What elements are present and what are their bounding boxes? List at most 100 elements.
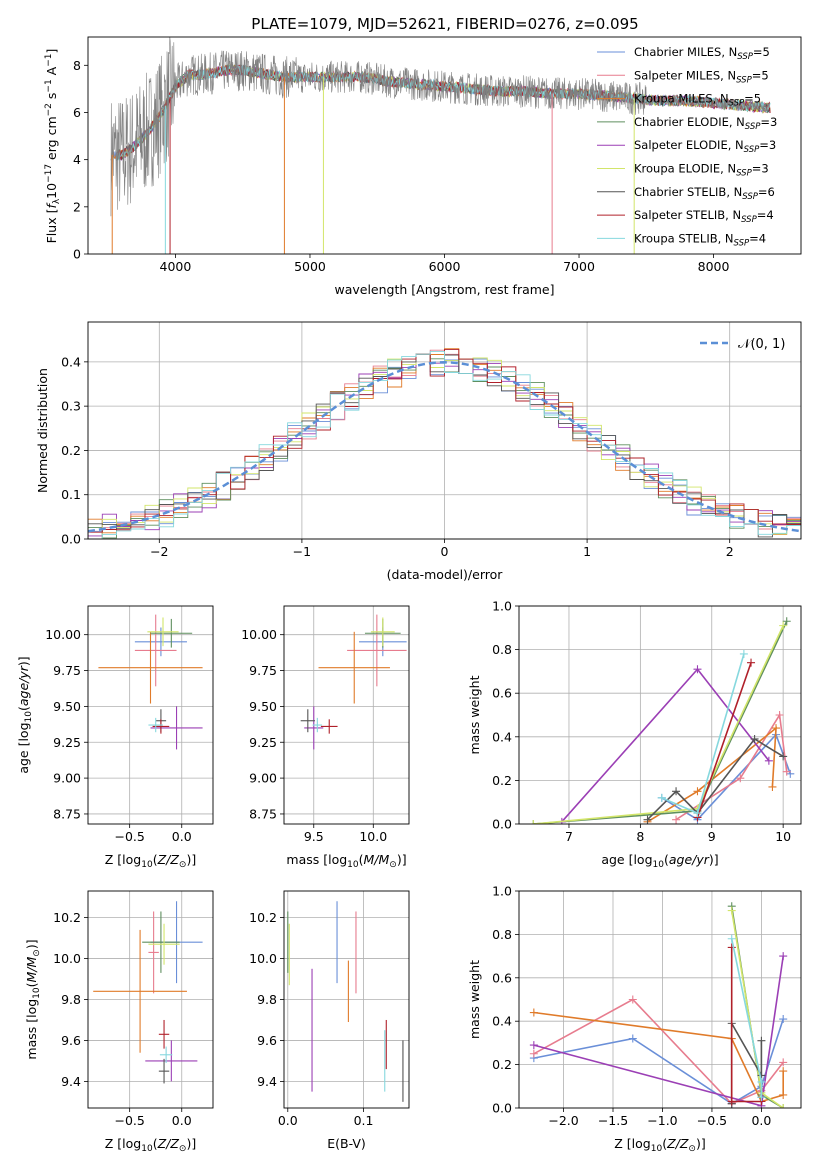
weight-marker — [672, 787, 681, 796]
age-vs-z-ylabel: age [log10(age/yr)] — [16, 656, 34, 773]
x-tick-label: 0.0 — [751, 1113, 771, 1128]
weight-marker — [779, 1067, 788, 1076]
legend-sub: SSP — [742, 192, 758, 202]
x-tick-label: −1.5 — [598, 1113, 628, 1128]
x-tick-label: 10 — [775, 829, 791, 844]
y-tick-label: 10.0 — [53, 951, 81, 966]
weight-marker — [775, 711, 784, 719]
weight_vs_age-ylabel: mass weight — [467, 675, 482, 754]
legend-nssp: =5 — [752, 68, 769, 82]
label-part: 10 — [32, 987, 42, 999]
x-tick-label: 7 — [565, 829, 573, 844]
axes-mass_vs_ebv: 0.0 0.1 9.4 9.6 9.8 10.0 10.2 — [249, 891, 409, 1128]
label-part: )] — [16, 656, 31, 666]
figure-title: PLATE=1079, MJD=52621, FIBERID=0276, z=0… — [251, 15, 638, 33]
label-part: 10 — [141, 1144, 153, 1154]
x-tick-label: 5000 — [294, 259, 326, 274]
weight-marker — [750, 734, 759, 743]
label-part: ( — [153, 1136, 158, 1151]
y-tick-label: 0.2 — [492, 1057, 512, 1072]
label-part: Z/Z — [157, 852, 180, 867]
y-tick-label: 9.6 — [61, 1033, 81, 1048]
weight-marker — [529, 1049, 538, 1058]
x-tick-label: 0.1 — [354, 1113, 374, 1128]
weight-marker — [727, 1097, 736, 1106]
weight-marker — [782, 617, 791, 626]
legend-entry: Salpeter STELIB, NSSP=4 — [634, 208, 774, 225]
residuals-ylabel: Normed distribution — [35, 368, 50, 493]
legend-nssp: =3 — [760, 115, 777, 129]
legend-entry: Kroupa STELIB, NSSP=4 — [634, 231, 766, 248]
label-part: ⊙ — [389, 860, 397, 870]
label-part: )] — [397, 852, 407, 867]
label-part: ( — [664, 852, 669, 867]
x-tick-label: 0.0 — [172, 1113, 192, 1128]
data-spectrum — [110, 37, 771, 217]
weight-marker — [757, 1036, 766, 1045]
label-part: ( — [662, 1136, 667, 1151]
x-tick-label: 8000 — [698, 259, 730, 274]
label-part: ⊙ — [179, 1144, 187, 1154]
label-part: 10 — [347, 860, 359, 870]
legend-nssp: =6 — [758, 185, 775, 199]
axes-mass_vs_Z: −0.5 0.0 9.4 9.6 9.8 10.0 10.2 — [53, 891, 213, 1128]
label-part: Z/Z — [157, 1136, 180, 1151]
label-part: mass [log — [286, 852, 347, 867]
label-part: ( — [24, 982, 39, 987]
legend-nssp: =4 — [749, 231, 766, 245]
histogram-step — [88, 351, 801, 539]
weight-marker — [693, 787, 702, 796]
weight-marker — [529, 820, 538, 824]
y-tick-label: 0 — [73, 247, 81, 262]
y-tick-label: 10.2 — [53, 910, 81, 925]
x-tick-label: −0.5 — [114, 829, 144, 844]
y-tick-label: 0.0 — [61, 532, 81, 547]
errorbars-mass_vs_Z — [93, 901, 203, 1084]
errorbars-age_vs_Z — [98, 614, 203, 750]
frame-age_vs_mass — [283, 605, 410, 825]
weight-marker — [529, 1008, 538, 1017]
label-part: ( — [16, 706, 31, 711]
frame-mass_vs_Z — [87, 890, 214, 1109]
weight-marker — [739, 649, 748, 658]
gaussian-curve — [88, 361, 801, 533]
y-tick-label: 9.75 — [249, 663, 277, 678]
axes-spectrum: 4000 5000 6000 7000 8000 0 2 4 6 8 — [73, 58, 729, 274]
weight-marker — [529, 1041, 538, 1050]
x-tick-label: −2 — [150, 544, 168, 559]
y-tick-label: 8.75 — [53, 806, 81, 821]
weight-marker — [779, 1015, 788, 1024]
x-tick-label: 1 — [583, 544, 591, 559]
y-tick-label: 9.6 — [257, 1033, 277, 1048]
weight-marker — [736, 774, 745, 783]
label-part: ⊙ — [32, 949, 42, 957]
label-part: )] — [186, 852, 196, 867]
weight-marker — [772, 724, 781, 733]
y-tick-label: 9.8 — [257, 992, 277, 1007]
weight-marker — [757, 1077, 766, 1086]
weight-marker — [747, 658, 756, 667]
y-tick-label: 9.25 — [249, 735, 277, 750]
x-tick-label: −2.0 — [548, 1113, 578, 1128]
legend-sub: SSP — [729, 99, 745, 109]
frame-mass_vs_ebv — [283, 890, 410, 1109]
label-part: ⊙ — [179, 860, 187, 870]
label-part: Z [log — [105, 852, 141, 867]
legend-sub: SSP — [736, 169, 752, 179]
y-tick-label: 8.75 — [249, 806, 277, 821]
legend-sub: SSP — [745, 122, 761, 132]
weight-marker — [693, 809, 702, 818]
y-tick-label: 0.0 — [492, 817, 512, 832]
age-vs-z-xlabel: Z [log10(Z/Z⊙)] — [105, 852, 196, 870]
label-part: age [log — [16, 722, 31, 773]
y-tick-label: 0.4 — [492, 729, 512, 744]
frame-residuals — [87, 321, 802, 540]
y-tick-label: 0.8 — [492, 642, 512, 657]
label-part: )] — [696, 1136, 706, 1151]
y-tick-label: 6 — [73, 105, 81, 120]
mass-vs-z-xlabel: Z [log10(Z/Z⊙)] — [105, 1136, 196, 1154]
label-part: age/yr — [16, 665, 31, 706]
frame-weight_vs_age — [518, 605, 802, 825]
label-part: 10 — [24, 711, 34, 723]
